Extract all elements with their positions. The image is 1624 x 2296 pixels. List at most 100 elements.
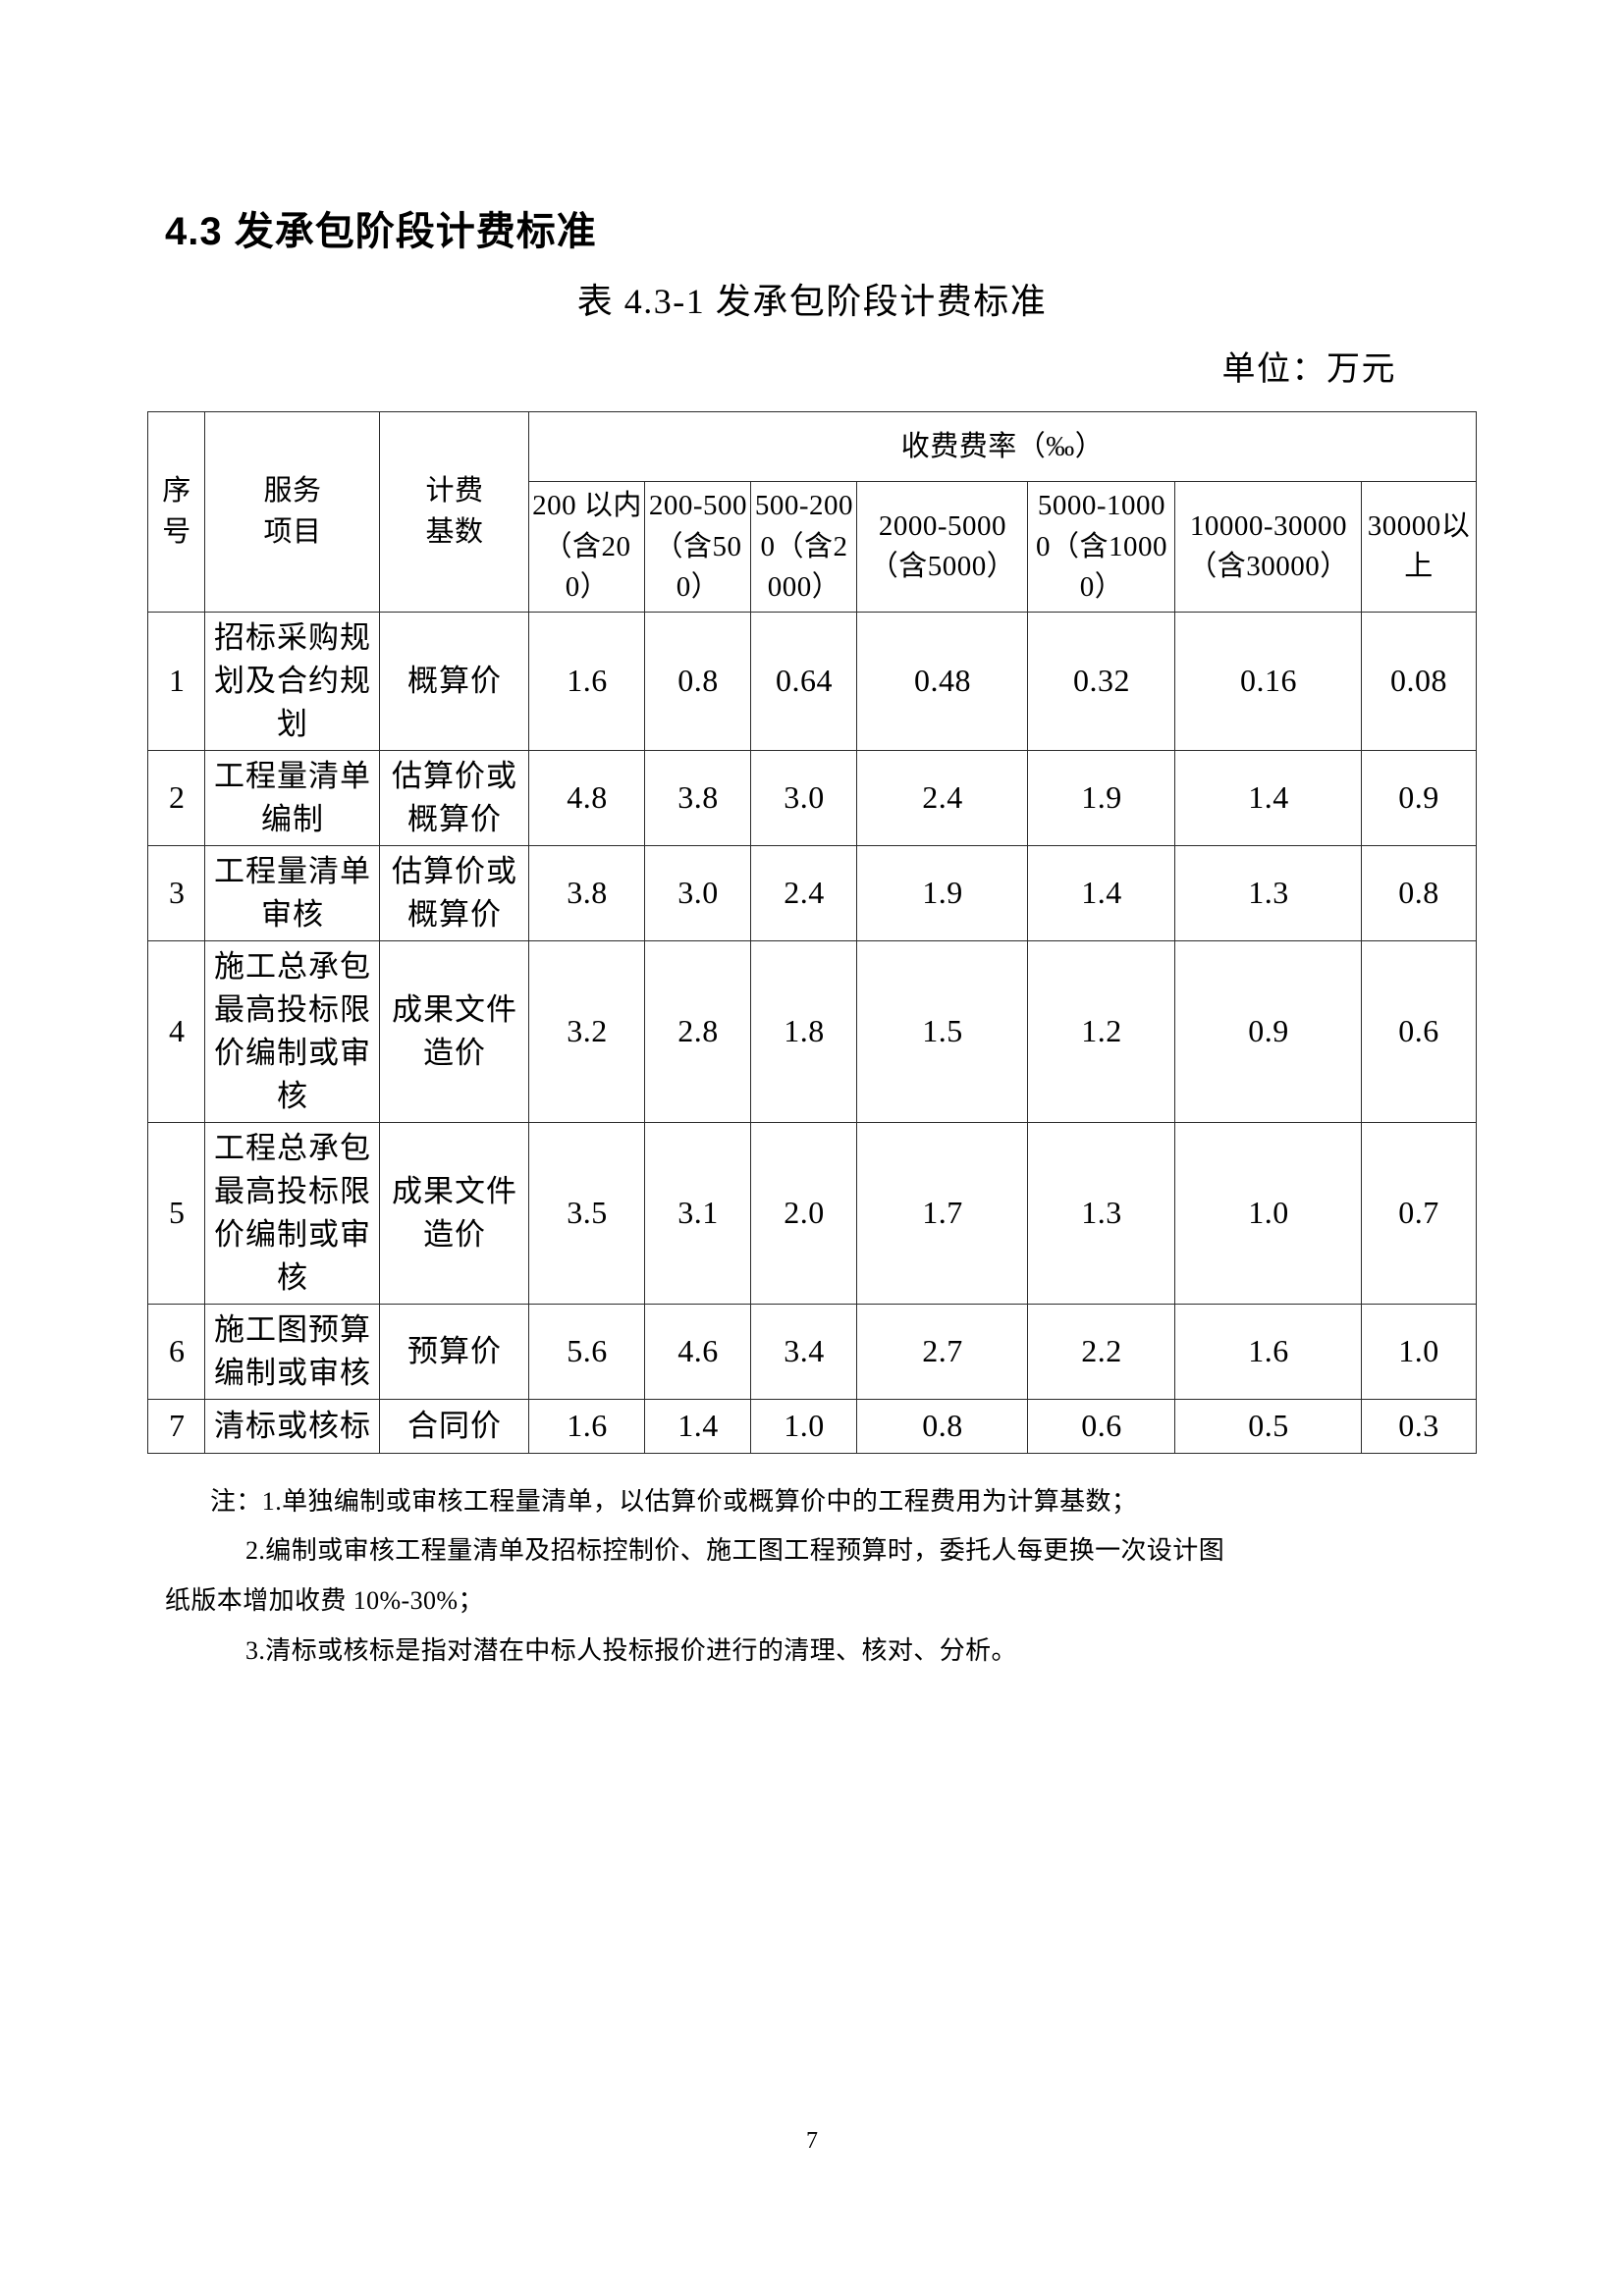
header-bracket-5: 10000-30000（含30000） <box>1174 481 1363 613</box>
table-header-row-brackets: 200 以内（含200） 200-500（含500） 500-2000（含200… <box>148 481 1477 613</box>
cell-rate-1: 2.8 <box>644 940 752 1124</box>
header-fee-base: 计费 基数 <box>379 411 530 613</box>
cell-rate-5: 0.5 <box>1174 1399 1363 1454</box>
table-header-row-group: 序 号 服务 项目 计费 基数 收费费率（‰） <box>147 411 1477 613</box>
cell-fee-base: 估算价或概算价 <box>379 844 530 942</box>
cell-fee-base: 预算价 <box>379 1304 530 1401</box>
cell-rate-2: 1.8 <box>750 940 858 1124</box>
cell-rate-6: 0.8 <box>1361 844 1477 942</box>
note-line-2: 2.编制或审核工程量清单及招标控制价、施工图工程预算时，委托人每更换一次设计图 <box>245 1536 1225 1566</box>
cell-rate-3: 1.5 <box>856 940 1029 1124</box>
cell-rate-3: 1.9 <box>856 844 1029 942</box>
cell-rate-5: 1.6 <box>1174 1304 1363 1401</box>
fee-standard-table: 序 号 服务 项目 计费 基数 收费费率（‰） <box>147 411 1477 1454</box>
cell-rate-0: 3.5 <box>528 1122 646 1306</box>
cell-rate-5: 1.4 <box>1174 749 1363 846</box>
cell-rate-6: 0.6 <box>1361 940 1477 1124</box>
cell-rate-5: 1.3 <box>1174 844 1363 942</box>
cell-service-item: 工程总承包最高投标限价编制或审核 <box>204 1122 381 1306</box>
table-row: 2 工程量清单编制 估算价或概算价 4.8 3.8 3.0 2.4 1.9 1.… <box>147 749 1477 846</box>
table-row: 5 工程总承包最高投标限价编制或审核 成果文件造价 3.5 3.1 2.0 1.… <box>147 1122 1477 1306</box>
cell-serial-number: 4 <box>147 940 206 1124</box>
header-service-item-line2: 项目 <box>263 515 322 548</box>
cell-rate-6: 0.08 <box>1361 611 1477 751</box>
cell-rate-4: 1.3 <box>1027 1122 1176 1306</box>
cell-service-item: 工程量清单编制 <box>204 749 381 846</box>
cell-fee-base: 成果文件造价 <box>379 940 530 1124</box>
cell-service-item: 清标或核标 <box>204 1399 381 1454</box>
cell-rate-3: 0.8 <box>856 1399 1029 1454</box>
cell-rate-1: 0.8 <box>644 611 752 751</box>
header-bracket-6: 30000以上 <box>1361 481 1477 613</box>
cell-serial-number: 3 <box>147 844 206 942</box>
cell-service-item: 工程量清单审核 <box>204 844 381 942</box>
cell-rate-3: 2.7 <box>856 1304 1029 1401</box>
table-row: 7 清标或核标 合同价 1.6 1.4 1.0 0.8 0.6 0.5 0.3 <box>147 1399 1477 1454</box>
header-serial-number-line2: 号 <box>162 515 191 548</box>
cell-rate-0: 4.8 <box>528 749 646 846</box>
cell-serial-number: 6 <box>147 1304 206 1401</box>
header-fee-base-line1: 计费 <box>425 475 484 507</box>
cell-fee-base: 概算价 <box>379 611 530 751</box>
table-row: 4 施工总承包最高投标限价编制或审核 成果文件造价 3.2 2.8 1.8 1.… <box>147 940 1477 1124</box>
header-fee-rate-group: 收费费率（‰） <box>528 411 1477 483</box>
cell-rate-1: 3.0 <box>644 844 752 942</box>
cell-rate-3: 1.7 <box>856 1122 1029 1306</box>
cell-rate-4: 1.9 <box>1027 749 1176 846</box>
header-bracket-4: 5000-10000（含10000） <box>1027 481 1176 613</box>
cell-rate-0: 1.6 <box>528 1399 646 1454</box>
table-caption: 表 4.3-1 发承包阶段计费标准 <box>576 282 1048 321</box>
note-line-1: 注：1.单独编制或审核工程量清单，以估算价或概算价中的工程费用为计算基数； <box>210 1486 1138 1516</box>
header-bracket-0: 200 以内（含200） <box>528 481 646 613</box>
cell-rate-5: 1.0 <box>1174 1122 1363 1306</box>
cell-rate-3: 0.48 <box>856 611 1029 751</box>
header-bracket-2: 500-2000（含2000） <box>750 481 858 613</box>
cell-rate-1: 3.1 <box>644 1122 752 1306</box>
cell-rate-4: 1.2 <box>1027 940 1176 1124</box>
cell-rate-1: 1.4 <box>644 1399 752 1454</box>
header-bracket-3: 2000-5000（含5000） <box>856 481 1029 613</box>
cell-serial-number: 2 <box>147 749 206 846</box>
cell-rate-0: 5.6 <box>528 1304 646 1401</box>
header-serial-number-line1: 序 <box>162 475 191 507</box>
cell-rate-5: 0.9 <box>1174 940 1363 1124</box>
cell-fee-base: 估算价或概算价 <box>379 749 530 846</box>
header-serial-number: 序 号 <box>147 411 206 613</box>
cell-rate-3: 2.4 <box>856 749 1029 846</box>
table-head: 序 号 服务 项目 计费 基数 收费费率（‰） <box>147 411 1477 613</box>
cell-rate-2: 1.0 <box>750 1399 858 1454</box>
cell-rate-1: 3.8 <box>644 749 752 846</box>
cell-rate-5: 0.16 <box>1174 611 1363 751</box>
header-service-item: 服务 项目 <box>204 411 381 613</box>
table-row: 1 招标采购规划及合约规划 概算价 1.6 0.8 0.64 0.48 0.32… <box>147 611 1477 751</box>
cell-serial-number: 7 <box>147 1399 206 1454</box>
cell-rate-6: 1.0 <box>1361 1304 1477 1401</box>
cell-serial-number: 5 <box>147 1122 206 1306</box>
header-service-item-line1: 服务 <box>263 475 322 507</box>
cell-rate-2: 0.64 <box>750 611 858 751</box>
cell-rate-1: 4.6 <box>644 1304 752 1401</box>
cell-service-item: 施工总承包最高投标限价编制或审核 <box>204 940 381 1124</box>
page-number: 7 <box>806 2128 818 2154</box>
cell-rate-0: 3.8 <box>528 844 646 942</box>
cell-rate-6: 0.3 <box>1361 1399 1477 1454</box>
cell-rate-2: 3.0 <box>750 749 858 846</box>
cell-rate-0: 1.6 <box>528 611 646 751</box>
table-notes: 注：1.单独编制或审核工程量清单，以估算价或概算价中的工程费用为计算基数； 2.… <box>130 1454 1494 1677</box>
page-content: 4.3 发承包阶段计费标准 表 4.3-1 发承包阶段计费标准 单位：万元 序 … <box>130 0 1494 1676</box>
cell-rate-2: 3.4 <box>750 1304 858 1401</box>
header-fee-base-line2: 基数 <box>425 515 484 548</box>
note-line-4: 3.清标或核标是指对潜在中标人投标报价进行的清理、核对、分析。 <box>245 1635 1017 1665</box>
cell-rate-4: 2.2 <box>1027 1304 1176 1401</box>
cell-service-item: 招标采购规划及合约规划 <box>204 611 381 751</box>
cell-fee-base: 成果文件造价 <box>379 1122 530 1306</box>
note-line-3: 纸版本增加收费 10%-30%； <box>165 1585 484 1615</box>
section-heading: 4.3 发承包阶段计费标准 <box>165 210 597 253</box>
cell-serial-number: 1 <box>147 611 206 751</box>
cell-service-item: 施工图预算编制或审核 <box>204 1304 381 1401</box>
header-bracket-1: 200-500（含500） <box>644 481 752 613</box>
table-row: 6 施工图预算编制或审核 预算价 5.6 4.6 3.4 2.7 2.2 1.6… <box>147 1304 1477 1401</box>
cell-rate-4: 0.32 <box>1027 611 1176 751</box>
cell-fee-base: 合同价 <box>379 1399 530 1454</box>
